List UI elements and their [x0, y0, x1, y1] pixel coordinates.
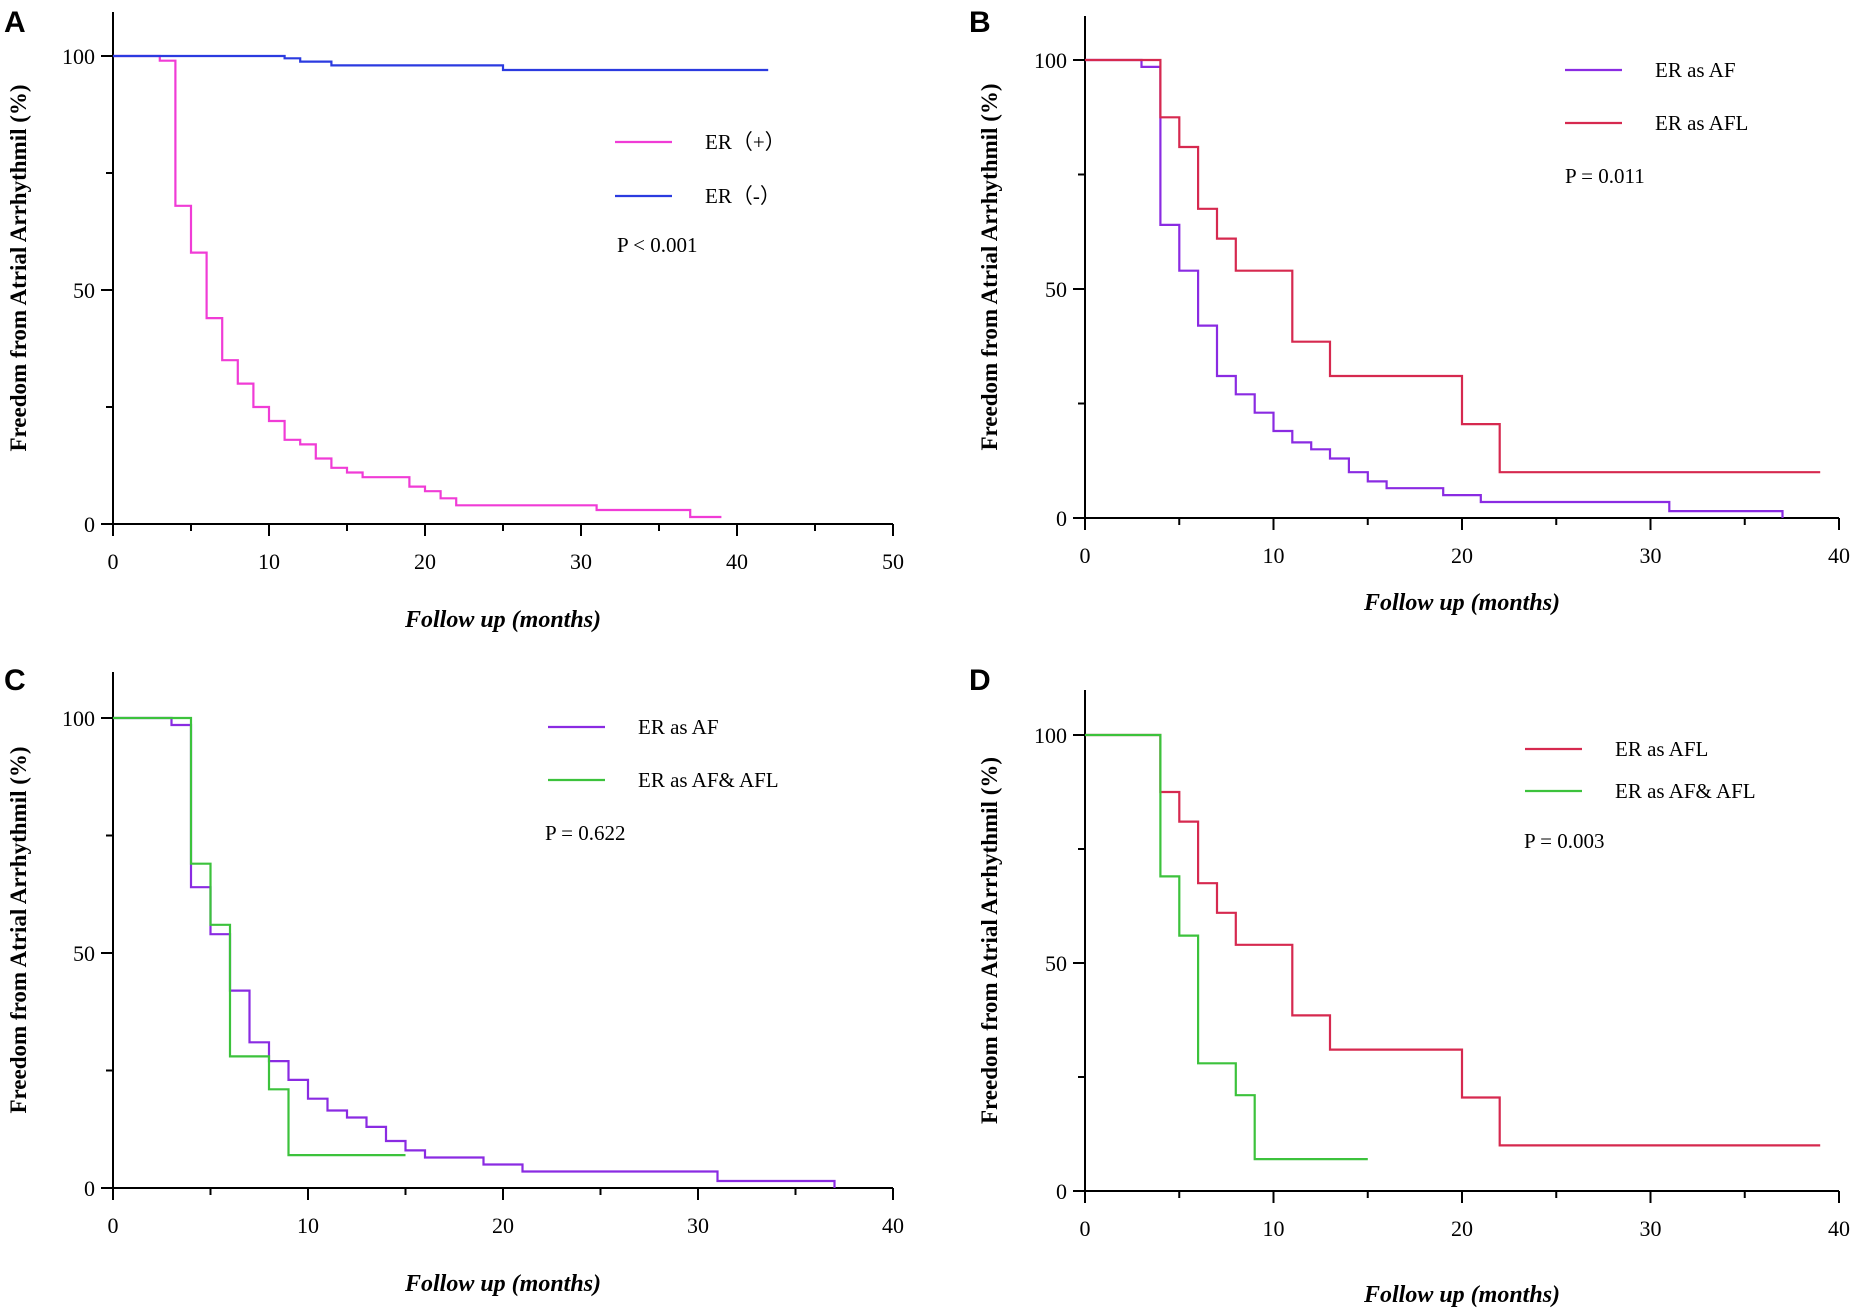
y-tick-label: 50 — [1045, 277, 1067, 302]
y-tick-label: 50 — [73, 941, 95, 966]
x-tick-label: 40 — [726, 549, 748, 574]
x-tick-label: 40 — [1828, 1216, 1850, 1241]
y-axis-label: Freedom from Atrial Arrhythmil (%) — [6, 746, 31, 1113]
panel-letter-a: A — [4, 6, 26, 39]
x-tick-label: 0 — [1080, 1216, 1091, 1241]
series-line-2 — [113, 54, 769, 72]
y-tick-label: 50 — [1045, 951, 1067, 976]
y-axis-label: Freedom from Atrial Arrhythmil (%) — [977, 757, 1002, 1124]
y-tick-label: 100 — [62, 44, 95, 69]
series-line-2 — [113, 716, 406, 1157]
legend-label-2: ER（-） — [705, 184, 781, 208]
x-tick-label: 40 — [1828, 543, 1850, 568]
x-tick-label: 10 — [1263, 543, 1285, 568]
x-tick-label: 30 — [1640, 1216, 1662, 1241]
x-tick-label: 10 — [297, 1213, 319, 1238]
x-tick-label: 20 — [492, 1213, 514, 1238]
x-tick-label: 10 — [258, 549, 280, 574]
series-line-2 — [1085, 733, 1368, 1161]
y-axis-label: Freedom from Atrial Arrhythmil (%) — [977, 83, 1002, 450]
x-tick-label: 50 — [882, 549, 904, 574]
x-tick-label: 0 — [108, 549, 119, 574]
y-tick-label: 0 — [1056, 1179, 1067, 1204]
series-line-2 — [1085, 58, 1821, 474]
y-axis-label: Freedom from Atrial Arrhythmil (%) — [6, 84, 31, 451]
y-tick-label: 0 — [1056, 506, 1067, 531]
x-tick-label: 0 — [1080, 543, 1091, 568]
legend-label-1: ER as AF — [638, 715, 719, 739]
x-tick-label: 20 — [1451, 543, 1473, 568]
series-line-1 — [1085, 733, 1821, 1147]
legend-label-2: ER as AF& AFL — [638, 768, 779, 792]
x-tick-label: 20 — [414, 549, 436, 574]
x-tick-label: 30 — [1640, 543, 1662, 568]
panel-letter-d: D — [969, 664, 991, 697]
x-tick-label: 20 — [1451, 1216, 1473, 1241]
legend-label-1: ER as AF — [1655, 58, 1736, 82]
x-tick-label: 40 — [882, 1213, 904, 1238]
p-value-annotation: P = 0.003 — [1524, 829, 1605, 853]
y-tick-label: 0 — [84, 512, 95, 537]
series-line-1 — [113, 716, 836, 1188]
legend-label-1: ER as AFL — [1615, 737, 1708, 761]
y-tick-label: 100 — [62, 706, 95, 731]
y-tick-label: 0 — [84, 1176, 95, 1201]
series-line-1 — [1085, 58, 1784, 518]
panel-letter-c: C — [4, 664, 26, 697]
panel-letter-b: B — [969, 6, 991, 39]
legend-label-2: ER as AF& AFL — [1615, 779, 1756, 803]
x-axis-label: Follow up (months) — [1363, 590, 1560, 616]
legend-label-1: ER（+） — [705, 130, 786, 154]
panel-d: D 0 50 100 0 10 20 30 40 Follow up (months) Freedo… — [969, 664, 1850, 1308]
series-line-1 — [113, 54, 722, 519]
p-value-annotation: P < 0.001 — [617, 233, 698, 257]
x-tick-label: 30 — [570, 549, 592, 574]
p-value-annotation: P = 0.011 — [1565, 164, 1645, 188]
x-tick-label: 30 — [687, 1213, 709, 1238]
x-axis-label: Follow up (months) — [404, 607, 601, 633]
panel-b: B 0 50 100 0 10 20 30 40 Follow up (months) Freedo… — [969, 6, 1850, 616]
x-axis-label: Follow up (months) — [1363, 1282, 1560, 1308]
p-value-annotation: P = 0.622 — [545, 821, 626, 845]
x-tick-label: 10 — [1263, 1216, 1285, 1241]
y-tick-label: 100 — [1034, 48, 1067, 73]
y-tick-label: 50 — [73, 278, 95, 303]
y-tick-label: 100 — [1034, 723, 1067, 748]
x-tick-label: 0 — [108, 1213, 119, 1238]
x-axis-label: Follow up (months) — [404, 1271, 601, 1297]
panel-c: C 0 50 100 0 10 20 30 40 Follow up (months) Freedo… — [4, 664, 904, 1297]
panel-a: A 0 50 100 0 10 20 30 40 50 Follow up (months) Free… — [4, 6, 904, 633]
legend-label-2: ER as AFL — [1655, 111, 1748, 135]
